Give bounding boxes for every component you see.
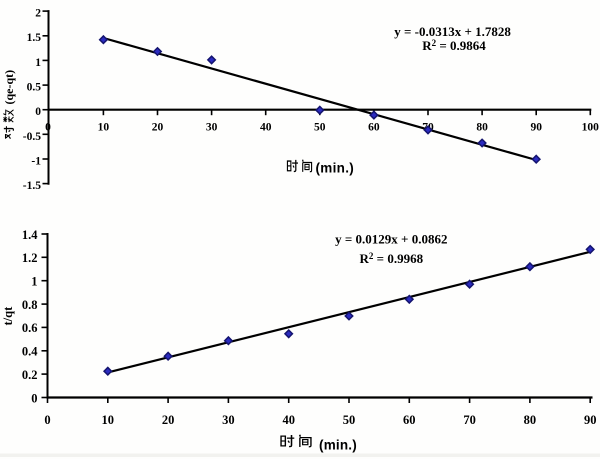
svg-text:-1.5: -1.5 — [23, 180, 41, 192]
svg-text:40: 40 — [260, 121, 272, 133]
svg-text:10: 10 — [102, 413, 115, 427]
svg-text:70: 70 — [463, 413, 476, 427]
svg-text:(qe-qt): (qe-qt) — [2, 70, 16, 105]
svg-text:80: 80 — [476, 121, 488, 133]
svg-text:40: 40 — [282, 413, 295, 427]
svg-text:20: 20 — [162, 413, 175, 427]
svg-text:-1: -1 — [31, 155, 41, 167]
svg-text:0: 0 — [31, 391, 37, 405]
svg-text:2: 2 — [35, 8, 41, 20]
svg-text:0: 0 — [44, 413, 50, 427]
svg-text:0.2: 0.2 — [22, 368, 38, 382]
svg-text:(min.): (min.) — [319, 437, 357, 452]
svg-text:(min.): (min.) — [316, 161, 355, 176]
svg-text:80: 80 — [524, 413, 537, 427]
svg-text:10: 10 — [98, 121, 110, 133]
svg-text:60: 60 — [403, 413, 416, 427]
svg-text:0.5: 0.5 — [27, 82, 42, 94]
svg-text:90: 90 — [584, 413, 597, 427]
svg-text:60: 60 — [368, 121, 380, 133]
svg-text:0.6: 0.6 — [22, 321, 38, 335]
svg-text:0.8: 0.8 — [22, 298, 38, 312]
svg-text:1.5: 1.5 — [27, 32, 42, 44]
svg-text:0: 0 — [35, 106, 41, 118]
svg-text:30: 30 — [206, 121, 218, 133]
svg-text:100: 100 — [582, 121, 600, 133]
svg-text:1.4: 1.4 — [22, 228, 38, 242]
svg-text:50: 50 — [314, 121, 326, 133]
svg-text:y = 0.0129x + 0.0862: y = 0.0129x + 0.0862 — [335, 232, 447, 247]
svg-text:1: 1 — [35, 57, 41, 69]
svg-text:-0.5: -0.5 — [23, 131, 41, 143]
svg-text:R2 = 0.9968: R2 = 0.9968 — [360, 251, 424, 266]
svg-text:0: 0 — [45, 121, 51, 133]
svg-text:y = -0.0313x + 1.7828: y = -0.0313x + 1.7828 — [394, 24, 511, 39]
svg-text:20: 20 — [152, 121, 164, 133]
svg-text:1.2: 1.2 — [22, 251, 38, 265]
svg-text:0.4: 0.4 — [22, 345, 38, 359]
svg-text:50: 50 — [343, 413, 356, 427]
svg-text:t/qt: t/qt — [1, 306, 15, 326]
svg-text:90: 90 — [530, 121, 542, 133]
svg-text:R2 = 0.9864: R2 = 0.9864 — [422, 38, 486, 53]
svg-text:1: 1 — [31, 275, 37, 289]
svg-text:30: 30 — [222, 413, 235, 427]
